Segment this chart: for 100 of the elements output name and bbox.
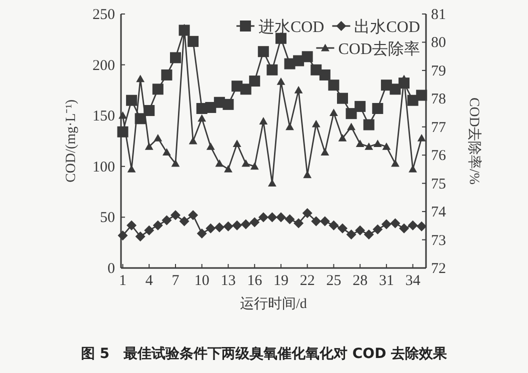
point bbox=[355, 225, 366, 236]
point bbox=[337, 92, 348, 104]
point bbox=[161, 69, 172, 80]
legend-label: 进水COD bbox=[258, 18, 324, 36]
x-tick-label: 22 bbox=[300, 273, 315, 289]
point bbox=[188, 136, 198, 144]
point bbox=[408, 220, 418, 230]
y2-tick-label: 75 bbox=[431, 176, 446, 192]
point bbox=[382, 142, 391, 150]
point bbox=[364, 229, 374, 240]
point bbox=[240, 219, 251, 230]
point bbox=[136, 74, 145, 82]
point bbox=[242, 159, 250, 167]
y2-axis-title: COD去除率/% bbox=[466, 97, 482, 185]
point bbox=[416, 90, 428, 101]
x-tick-label: 16 bbox=[247, 273, 263, 289]
point bbox=[249, 76, 260, 87]
x-tick-label: 28 bbox=[352, 273, 368, 289]
point bbox=[302, 208, 312, 218]
point bbox=[390, 84, 401, 95]
point bbox=[126, 220, 137, 230]
point bbox=[302, 51, 313, 62]
point bbox=[390, 218, 400, 228]
point bbox=[310, 64, 322, 76]
point bbox=[258, 212, 268, 222]
point bbox=[267, 212, 278, 222]
y-tick-label: 150 bbox=[92, 108, 115, 125]
point bbox=[294, 218, 304, 228]
point bbox=[364, 142, 374, 150]
point bbox=[259, 117, 268, 124]
point bbox=[276, 212, 286, 222]
point bbox=[320, 216, 330, 226]
point bbox=[223, 221, 234, 232]
x-tick-label: 7 bbox=[172, 273, 180, 289]
point bbox=[206, 223, 216, 234]
y-tick-label: 250 bbox=[92, 7, 115, 23]
point bbox=[319, 69, 330, 80]
point bbox=[152, 84, 164, 95]
point bbox=[188, 210, 198, 220]
point bbox=[232, 140, 242, 148]
point bbox=[250, 162, 259, 170]
x-axis-title: 运行时间/d bbox=[240, 296, 307, 312]
point bbox=[215, 159, 224, 167]
point bbox=[198, 114, 206, 122]
point bbox=[338, 223, 348, 234]
point bbox=[224, 165, 232, 172]
point bbox=[284, 214, 295, 224]
point bbox=[118, 230, 128, 240]
y-tick-label: 200 bbox=[92, 58, 115, 74]
point bbox=[346, 229, 356, 240]
y-axis-title: COD/(mg·L⁻¹) bbox=[64, 99, 79, 183]
point bbox=[144, 225, 154, 236]
point bbox=[320, 148, 330, 156]
point bbox=[356, 140, 364, 148]
point bbox=[328, 220, 339, 230]
point bbox=[206, 142, 215, 150]
y-tick-label: 100 bbox=[92, 159, 115, 176]
point bbox=[346, 108, 357, 120]
x-tick-label: 10 bbox=[194, 273, 210, 289]
y2-tick-label: 77 bbox=[431, 120, 446, 136]
y-tick-label: 0 bbox=[108, 261, 115, 277]
point bbox=[118, 111, 127, 119]
point bbox=[373, 140, 382, 148]
y2-tick-label: 80 bbox=[431, 35, 446, 52]
point bbox=[391, 159, 400, 167]
point bbox=[240, 84, 252, 95]
y2-tick-label: 72 bbox=[431, 261, 446, 277]
point bbox=[214, 222, 224, 232]
point bbox=[162, 148, 171, 156]
legend-label: 出水COD bbox=[354, 18, 420, 36]
point bbox=[171, 159, 180, 167]
point bbox=[179, 216, 190, 226]
x-tick-label: 1 bbox=[119, 273, 127, 289]
point bbox=[330, 108, 338, 116]
point bbox=[135, 232, 146, 242]
point bbox=[126, 94, 138, 106]
point bbox=[196, 228, 207, 238]
y2-tick-label: 81 bbox=[431, 7, 446, 23]
y2-tick-label: 74 bbox=[431, 204, 446, 221]
point bbox=[338, 134, 347, 142]
point bbox=[416, 221, 427, 232]
y2-tick-label: 79 bbox=[431, 63, 446, 80]
y2-tick-label: 73 bbox=[431, 232, 446, 249]
point bbox=[347, 122, 356, 130]
point bbox=[311, 216, 322, 226]
point bbox=[170, 52, 181, 64]
x-tick-label: 25 bbox=[326, 273, 342, 289]
point bbox=[232, 220, 242, 230]
x-tick-label: 19 bbox=[273, 273, 288, 289]
point bbox=[381, 219, 392, 230]
point bbox=[154, 134, 162, 142]
point bbox=[286, 122, 294, 130]
point bbox=[170, 210, 180, 220]
point bbox=[354, 100, 366, 112]
point bbox=[294, 86, 303, 94]
point bbox=[222, 98, 234, 110]
point bbox=[372, 102, 384, 114]
point bbox=[312, 120, 320, 128]
x-tick-label: 4 bbox=[145, 273, 154, 289]
y-tick-label: 50 bbox=[100, 210, 115, 226]
